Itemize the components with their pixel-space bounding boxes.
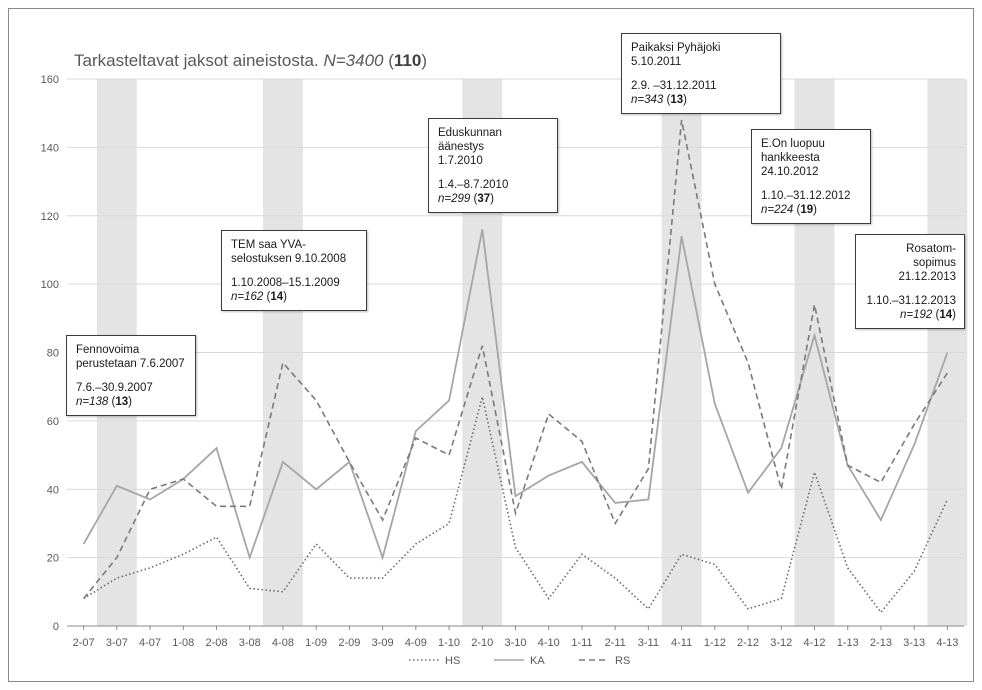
annotation-line: Fennovoima [76, 344, 140, 356]
annotation-line: TEM saa YVA- [231, 239, 306, 251]
x-tick-label: 3-13 [903, 637, 925, 649]
x-tick-label: 4-08 [272, 637, 294, 649]
legend-label-hs: HS [445, 655, 460, 667]
x-tick-label: 1-12 [704, 637, 726, 649]
annotation-line: 21.12.2013 [898, 271, 956, 283]
annotation-eduskunta: Eduskunnan äänestys 1.7.2010 1.4.–8.7.20… [428, 118, 558, 213]
annotation-period: 1.10.–31.12.2012 [761, 190, 851, 202]
annotation-tem: TEM saa YVA- selostuksen 9.10.2008 1.10.… [221, 230, 367, 311]
annotation-n: n=138 [76, 396, 109, 408]
annotation-line: Eduskunnan äänestys [438, 127, 502, 153]
x-tick-label: 2-12 [737, 637, 759, 649]
x-tick-label: 3-08 [239, 637, 261, 649]
series-line-hs [83, 396, 949, 614]
y-axis: 0 20 40 60 80 100 120 140 160 [41, 74, 59, 633]
annotation-line: Rosatom-sopimus [906, 243, 956, 269]
legend-label-ka: KA [530, 655, 545, 667]
y-tick-label: 80 [47, 348, 59, 360]
annotation-count: 14 [939, 309, 953, 321]
annotation-line: perustetaan 7.6.2007 [76, 358, 185, 370]
chart-title: Tarkasteltavat jaksot aineistosta. N=340… [74, 51, 427, 70]
legend-label-rs: RS [615, 655, 630, 667]
annotation-pyhajoki: Paikaksi Pyhäjoki 5.10.2011 2.9. –31.12.… [621, 33, 781, 114]
x-tick-label: 3-07 [106, 637, 128, 649]
x-tick-label: 2-08 [205, 637, 227, 649]
y-tick-label: 40 [47, 484, 59, 496]
x-tick-label: 4-13 [936, 637, 958, 649]
annotation-line: 1.7.2010 [438, 155, 483, 167]
y-tick-label: 60 [47, 416, 59, 428]
annotation-count: 14 [270, 291, 284, 303]
annotation-n: n=162 [231, 291, 264, 303]
x-tick-label: 1-13 [837, 637, 859, 649]
annotation-period: 2.9. –31.12.2011 [631, 80, 717, 92]
annotation-n: n=299 [438, 193, 471, 205]
series-line-rs [82, 119, 949, 600]
annotation-n: n=224 [761, 204, 794, 216]
annotation-line: hankkeesta [761, 152, 820, 164]
annotation-count: 37 [477, 193, 491, 205]
annotation-count: 13 [670, 94, 684, 106]
x-tick-label: 2-07 [73, 637, 95, 649]
x-tick-label: 3-09 [372, 637, 394, 649]
x-tick-label: 3-12 [770, 637, 792, 649]
annotation-period: 1.10.2008–15.1.2009 [231, 277, 340, 289]
annotation-line: selostuksen 9.10.2008 [231, 253, 347, 265]
annotation-count: 13 [115, 396, 129, 408]
x-tick-label: 1-10 [438, 637, 460, 649]
x-tick-label: 4-07 [139, 637, 161, 649]
title-main: Tarkasteltavat jaksot aineistosta. [74, 51, 324, 70]
x-tick-label: 3-10 [504, 637, 526, 649]
annotation-eon: E.On luopuu hankkeesta 24.10.2012 1.10.–… [751, 129, 871, 224]
x-tick-label: 4-12 [803, 637, 825, 649]
series-lines [82, 119, 949, 614]
x-tick-label: 2-09 [338, 637, 360, 649]
x-tick-label: 1-08 [172, 637, 194, 649]
x-axis: 2-07 3-07 4-07 1-08 2-08 3-08 4-08 1-09 2-09 3-09… [73, 626, 958, 649]
x-tick-label: 2-13 [870, 637, 892, 649]
x-tick-label: 2-10 [471, 637, 493, 649]
title-n: N=3400 [323, 51, 384, 70]
annotation-rosatom: Rosatom-sopimus 21.12.2013 1.10.–31.12.2… [855, 234, 965, 329]
annotation-line: E.On luopuu [761, 138, 825, 150]
annotation-count: 19 [800, 204, 814, 216]
x-tick-label: 1-11 [571, 637, 592, 649]
x-tick-label: 4-09 [405, 637, 427, 649]
y-tick-label: 120 [41, 211, 59, 223]
y-tick-label: 100 [41, 279, 59, 291]
x-tick-label: 4-11 [671, 637, 692, 649]
annotation-period: 1.10.–31.12.2013 [866, 295, 956, 307]
x-tick-label: 2-11 [605, 637, 626, 649]
annotation-period: 7.6.–30.9.2007 [76, 382, 153, 394]
annotation-line: Paikaksi Pyhäjoki 5.10.2011 [631, 42, 721, 68]
x-tick-label: 1-09 [305, 637, 327, 649]
y-tick-label: 160 [41, 74, 59, 86]
title-count: 110 [393, 51, 422, 70]
annotation-period: 1.4.–8.7.2010 [438, 179, 509, 191]
x-tick-label: 4-10 [538, 637, 560, 649]
x-tick-label: 3-11 [638, 637, 659, 649]
legend: HS KA RS [409, 655, 630, 667]
y-tick-label: 140 [41, 142, 59, 154]
chart-frame: 0 20 40 60 80 100 120 140 160 2-07 3-07 4-07 1-08 2-… [8, 8, 974, 682]
y-tick-label: 0 [53, 621, 59, 633]
annotation-fennovoima: Fennovoima perustetaan 7.6.2007 7.6.–30.… [66, 335, 196, 416]
series-line-ka [82, 229, 949, 561]
y-tick-label: 20 [47, 553, 59, 565]
annotation-line: 24.10.2012 [761, 166, 819, 178]
annotation-n: n=192 [900, 309, 933, 321]
annotation-n: n=343 [631, 94, 664, 106]
